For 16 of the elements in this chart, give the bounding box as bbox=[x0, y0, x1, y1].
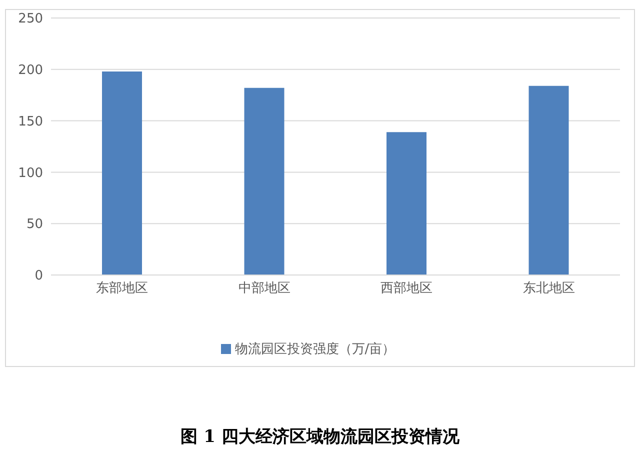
text: 图 1 四大经济区域物流园区投资情况 bbox=[180, 426, 460, 448]
y-tick-label: 100 bbox=[18, 166, 43, 181]
x-tick-label: 西部地区 bbox=[380, 281, 433, 296]
bar bbox=[244, 88, 284, 275]
bar bbox=[528, 86, 569, 275]
bar bbox=[102, 71, 142, 275]
x-tick-label: 东部地区 bbox=[96, 281, 148, 296]
x-tick-label: 中部地区 bbox=[238, 281, 290, 296]
y-tick-label: 200 bbox=[18, 63, 43, 78]
y-tick-label: 0 bbox=[34, 268, 43, 284]
bar bbox=[386, 132, 426, 275]
legend-label: 物流园区投资强度（万/亩） bbox=[234, 342, 396, 357]
y-tick-label: 250 bbox=[18, 12, 43, 27]
y-tick-label: 150 bbox=[18, 114, 43, 130]
x-tick-label: 东北地区 bbox=[522, 281, 575, 296]
y-tick-label: 50 bbox=[26, 217, 43, 232]
